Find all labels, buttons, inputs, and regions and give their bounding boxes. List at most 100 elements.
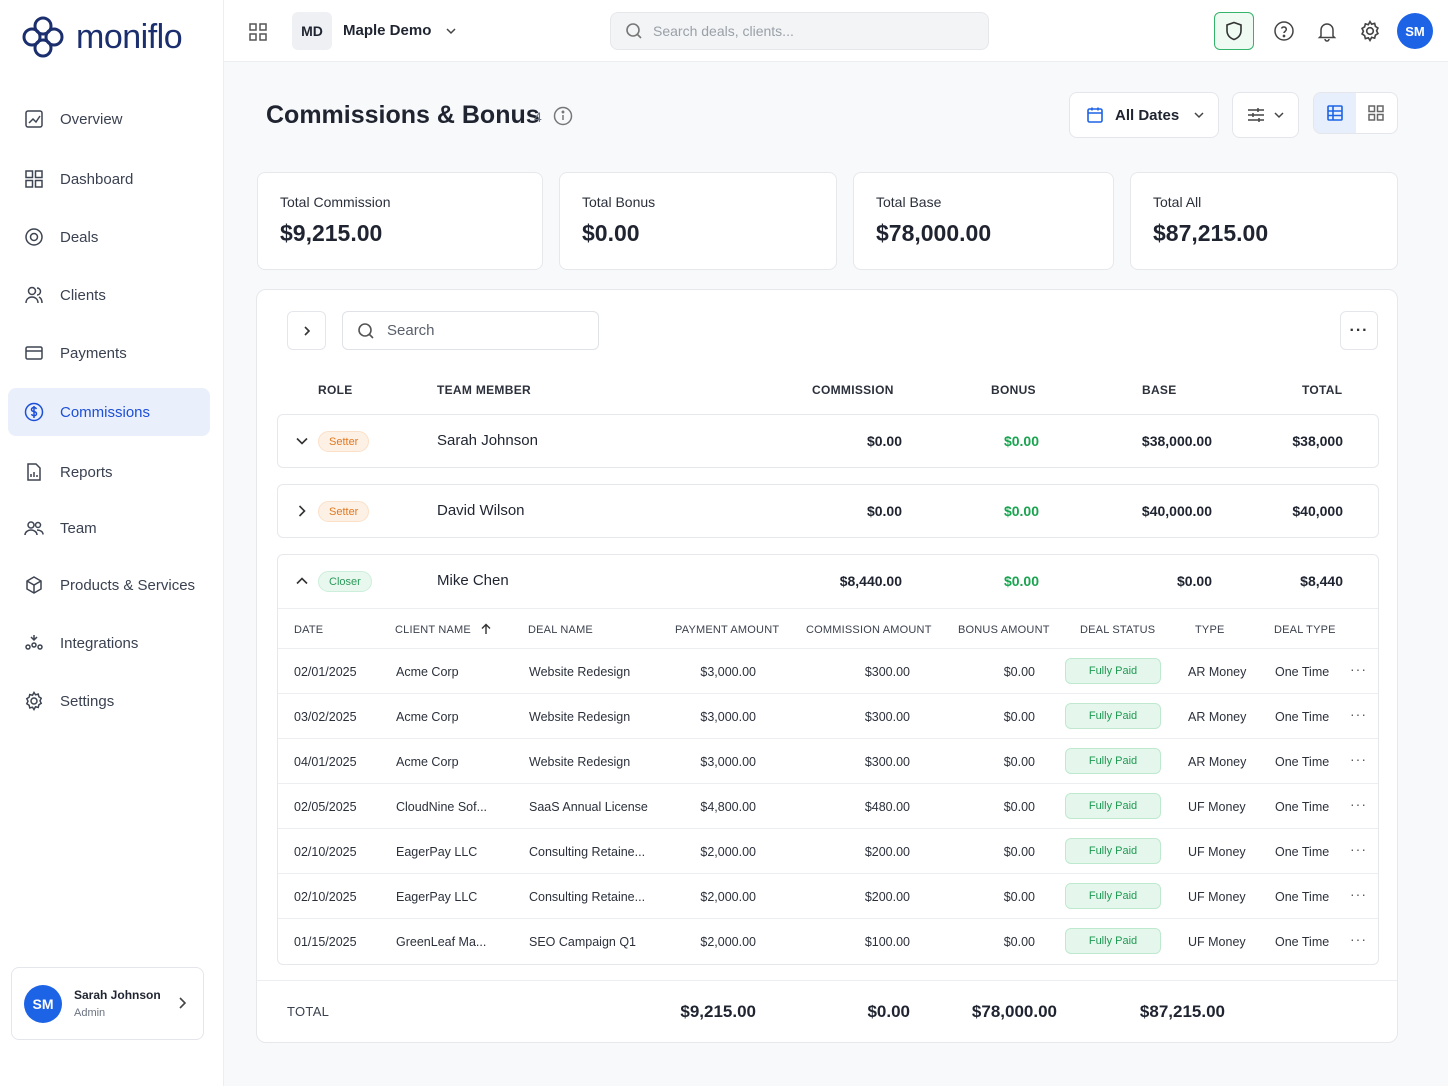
sidebar-item-deals[interactable]: Deals: [8, 213, 210, 261]
user-profile-card[interactable]: SM Sarah Johnson Admin: [11, 967, 204, 1040]
detail-header-type[interactable]: TYPE: [1195, 624, 1225, 636]
row-more-icon[interactable]: ···: [1350, 751, 1367, 767]
row-more-icon[interactable]: ···: [1350, 931, 1367, 947]
detail-table-header: DATE CLIENT NAME DEAL NAME PAYMENT AMOUN…: [278, 608, 1378, 649]
row-more-icon[interactable]: ···: [1350, 841, 1367, 857]
column-header-commission[interactable]: COMMISSION: [812, 383, 894, 397]
detail-client[interactable]: EagerPay LLC: [396, 890, 478, 904]
detail-bonus: $0.00: [1003, 800, 1035, 814]
detail-row[interactable]: 02/01/2025 Acme Corp Website Redesign $3,00…: [278, 649, 1378, 694]
sort-ascending-icon[interactable]: [480, 623, 492, 635]
report-icon: [24, 462, 44, 482]
detail-row[interactable]: 03/02/2025 Acme Corp Website Redesign $3,00…: [278, 694, 1378, 739]
sidebar-item-commissions[interactable]: Commissions: [8, 388, 210, 436]
sidebar-item-products[interactable]: Products & Services: [8, 561, 210, 609]
detail-deal-type: One Time: [1275, 755, 1330, 769]
column-filter-button[interactable]: [1232, 92, 1299, 138]
expand-all-button[interactable]: [287, 311, 326, 350]
grid-view-button[interactable]: [1356, 93, 1398, 133]
row-more-icon[interactable]: ···: [1350, 796, 1367, 812]
detail-header-bonus[interactable]: BONUS AMOUNT: [958, 624, 1050, 636]
stat-card-commission: Total Commission $9,215.00: [257, 172, 543, 270]
sidebar-item-payments[interactable]: Payments: [8, 329, 210, 377]
user-role: Admin: [74, 1007, 106, 1019]
date-filter-button[interactable]: All Dates: [1069, 92, 1219, 138]
sidebar-item-overview[interactable]: Overview: [8, 95, 210, 143]
detail-deal[interactable]: Website Redesign: [529, 710, 631, 724]
column-header-member[interactable]: TEAM MEMBER: [437, 383, 531, 397]
detail-commission: $480.00: [864, 800, 910, 814]
global-search[interactable]: [610, 12, 989, 50]
column-header-base[interactable]: BASE: [1142, 383, 1177, 397]
member-row[interactable]: Setter David Wilson $0.00 $0.00 $40,000.…: [277, 484, 1379, 538]
column-header-total[interactable]: TOTAL: [1302, 383, 1343, 397]
column-header-bonus[interactable]: BONUS: [991, 383, 1036, 397]
sidebar-item-reports[interactable]: Reports: [8, 448, 210, 496]
detail-payment: $4,800.00: [700, 800, 756, 814]
detail-client[interactable]: Acme Corp: [396, 710, 459, 724]
detail-deal[interactable]: Consulting Retaine...: [529, 845, 646, 859]
row-more-icon[interactable]: ···: [1350, 886, 1367, 902]
status-badge: Fully Paid: [1065, 748, 1161, 774]
detail-deal[interactable]: Website Redesign: [529, 665, 631, 679]
search-input[interactable]: [653, 23, 953, 39]
sidebar-item-integrations[interactable]: Integrations: [8, 619, 210, 667]
detail-header-commission[interactable]: COMMISSION AMOUNT: [806, 624, 932, 636]
detail-row[interactable]: 02/05/2025 CloudNine Sof... SaaS Annual Li…: [278, 784, 1378, 829]
date-filter-label: All Dates: [1115, 106, 1180, 124]
detail-header-deal-type[interactable]: DEAL TYPE: [1274, 624, 1336, 636]
sidebar-item-team[interactable]: Team: [8, 504, 210, 552]
detail-row[interactable]: 02/10/2025 EagerPay LLC Consulting Retaine…: [278, 874, 1378, 919]
detail-client[interactable]: EagerPay LLC: [396, 845, 478, 859]
security-button[interactable]: [1214, 12, 1254, 50]
logo[interactable]: moniflo: [20, 14, 183, 60]
help-icon[interactable]: [1273, 20, 1295, 42]
detail-deal[interactable]: Website Redesign: [529, 755, 631, 769]
row-more-icon[interactable]: ···: [1350, 706, 1367, 722]
search-input[interactable]: [387, 322, 587, 339]
info-icon[interactable]: [553, 106, 573, 126]
sidebar-item-dashboard[interactable]: Dashboard: [8, 155, 210, 203]
detail-row[interactable]: 01/15/2025 GreenLeaf Ma... SEO Campaign Q1…: [278, 919, 1378, 964]
member-row-expanded[interactable]: Closer Mike Chen $8,440.00 $0.00 $0.00 $…: [277, 554, 1379, 965]
bell-icon[interactable]: [1316, 20, 1338, 42]
detail-deal[interactable]: Consulting Retaine...: [529, 890, 646, 904]
sidebar-item-label: Clients: [60, 286, 106, 304]
detail-header-deal[interactable]: DEAL NAME: [528, 624, 593, 636]
detail-header-client[interactable]: CLIENT NAME: [395, 624, 471, 636]
user-avatar-button[interactable]: SM: [1397, 13, 1433, 49]
gear-icon[interactable]: [1359, 20, 1381, 42]
detail-deal[interactable]: SaaS Annual License: [529, 800, 648, 814]
row-more-icon[interactable]: ···: [1350, 661, 1367, 677]
column-header-role[interactable]: ROLE: [318, 383, 353, 397]
chevron-up-icon[interactable]: [295, 574, 309, 588]
totals-commission: $9,215.00: [680, 1002, 756, 1021]
sidebar-item-settings[interactable]: Settings: [8, 677, 210, 725]
detail-deal[interactable]: SEO Campaign Q1: [529, 935, 636, 949]
detail-header-status[interactable]: DEAL STATUS: [1080, 624, 1156, 636]
org-name[interactable]: Maple Demo: [343, 22, 432, 39]
table-view-button[interactable]: [1314, 93, 1356, 133]
detail-type: AR Money: [1188, 755, 1247, 769]
apps-grid-icon[interactable]: [248, 22, 268, 42]
sidebar-item-clients[interactable]: Clients: [8, 271, 210, 319]
table-search[interactable]: [342, 311, 599, 350]
chevron-down-icon[interactable]: [445, 25, 457, 37]
chevron-right-icon[interactable]: [295, 504, 309, 518]
gear-icon: [24, 691, 44, 711]
detail-row[interactable]: 04/01/2025 Acme Corp Website Redesign $3,00…: [278, 739, 1378, 784]
detail-client[interactable]: Acme Corp: [396, 665, 459, 679]
org-badge[interactable]: MD: [292, 12, 332, 50]
detail-header-date[interactable]: DATE: [294, 624, 324, 636]
member-row[interactable]: Setter Sarah Johnson $0.00 $0.00 $38,000…: [277, 414, 1379, 468]
detail-client[interactable]: Acme Corp: [396, 755, 459, 769]
totals-label: TOTAL: [287, 1004, 330, 1019]
chevron-down-icon[interactable]: [295, 434, 309, 448]
detail-client[interactable]: GreenLeaf Ma...: [396, 935, 487, 949]
detail-client[interactable]: CloudNine Sof...: [396, 800, 488, 814]
detail-header-payment[interactable]: PAYMENT AMOUNT: [675, 624, 780, 636]
more-options-button[interactable]: ···: [1340, 311, 1378, 350]
search-icon: [358, 322, 374, 339]
detail-row[interactable]: 02/10/2025 EagerPay LLC Consulting Retaine…: [278, 829, 1378, 874]
sidebar-item-label: Commissions: [60, 403, 151, 421]
